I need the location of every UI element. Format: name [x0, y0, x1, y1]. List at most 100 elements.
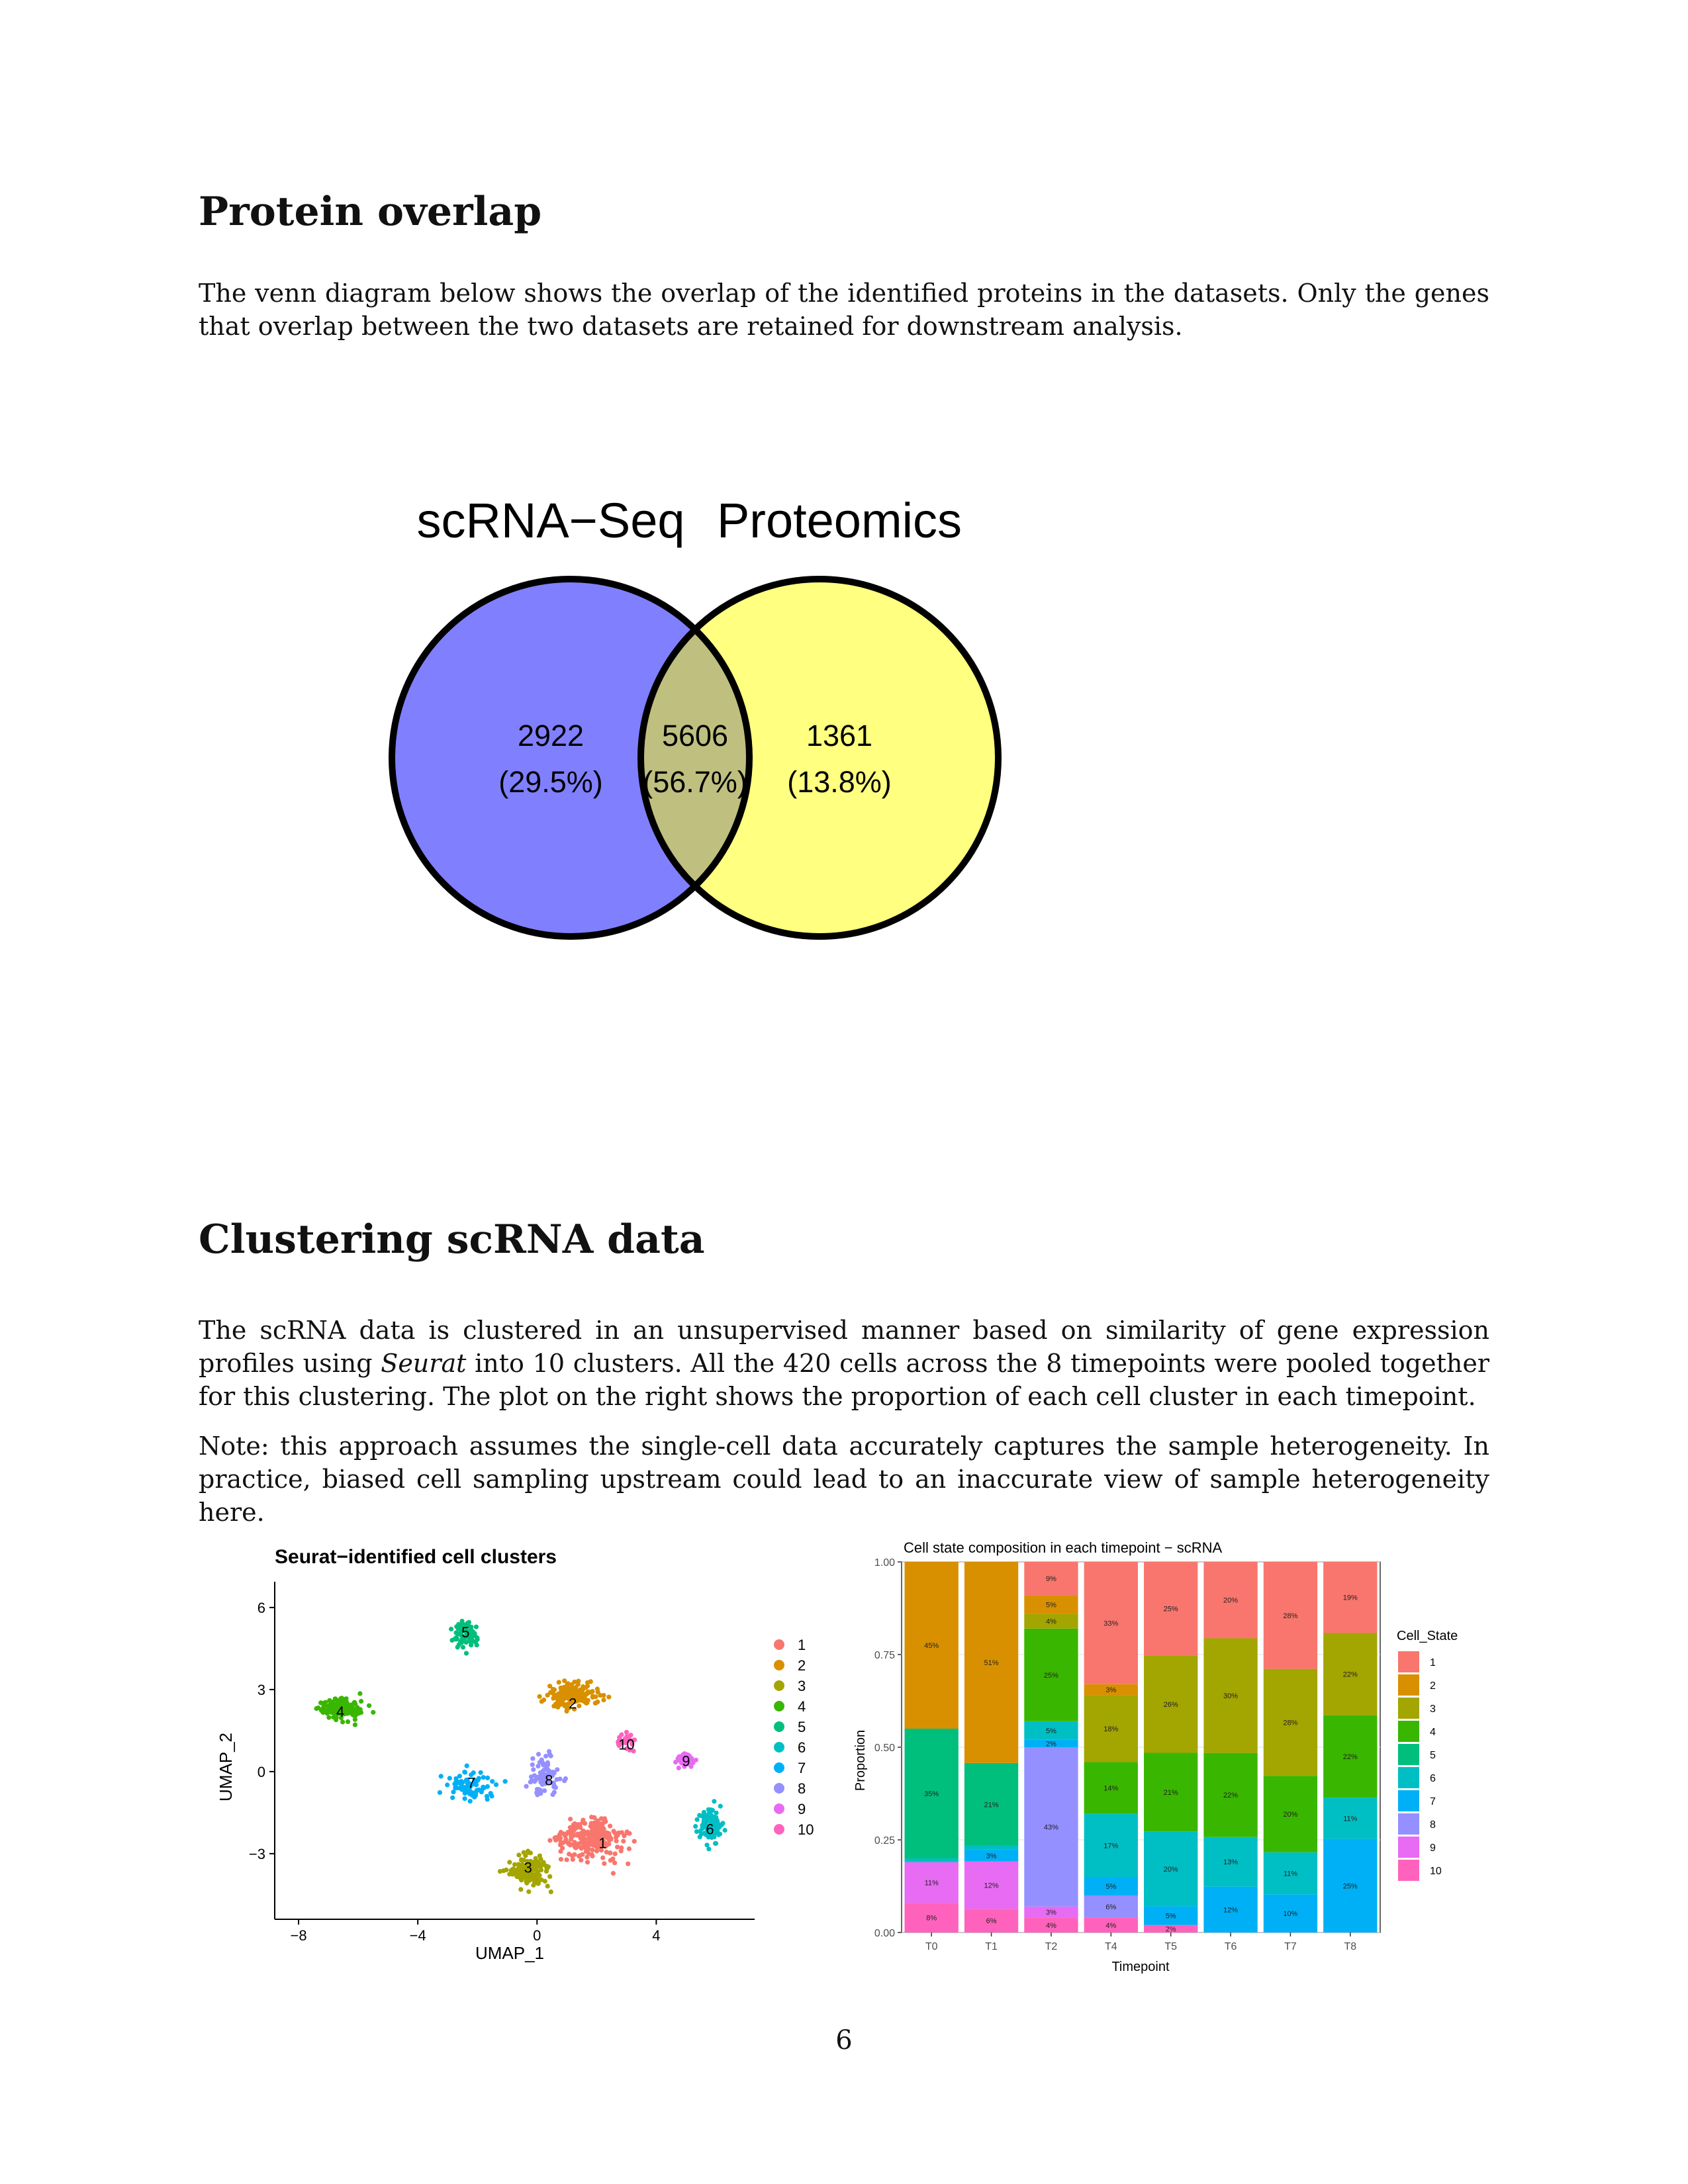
umap-point: [551, 1692, 557, 1698]
umap-point: [708, 1812, 714, 1818]
umap-point: [596, 1841, 601, 1846]
bar-data-label: 12%: [1223, 1906, 1238, 1914]
umap-point: [680, 1752, 686, 1757]
umap-point: [522, 1868, 527, 1874]
umap-chart-title: Seurat−identified cell clusters: [275, 1546, 557, 1568]
umap-point: [485, 1797, 490, 1802]
bar-x-tick-label: T5: [1164, 1941, 1177, 1952]
bar-data-label: 3%: [1046, 1909, 1056, 1917]
umap-point: [462, 1796, 467, 1801]
umap-point: [628, 1733, 633, 1738]
umap-point: [438, 1774, 444, 1779]
umap-legend-label: 10: [798, 1821, 814, 1838]
umap-point: [463, 1640, 469, 1645]
cluster-3-points: [497, 1848, 553, 1895]
bar-data-label: 2%: [1046, 1740, 1056, 1748]
umap-point: [501, 1868, 506, 1874]
bar-x-tick-label: T7: [1284, 1941, 1297, 1952]
umap-point: [682, 1759, 688, 1764]
umap-point: [463, 1770, 468, 1775]
umap-cluster-label: 7: [467, 1774, 475, 1791]
bar-data-label: 11%: [1284, 1870, 1297, 1878]
bar-legend: 1 2 3 4 5 6 7 8 9 10: [1398, 1651, 1442, 1881]
umap-point: [469, 1624, 474, 1629]
bar-data-label: 3%: [986, 1852, 997, 1860]
bar-data-label: 21%: [1164, 1789, 1178, 1797]
umap-point: [547, 1684, 553, 1689]
umap-point: [536, 1787, 541, 1792]
cluster-8-points: [524, 1749, 569, 1797]
umap-point: [621, 1839, 626, 1844]
umap-point: [590, 1689, 595, 1694]
umap-point: [460, 1645, 466, 1650]
umap-legend-swatch: [774, 1742, 784, 1752]
umap-point: [545, 1760, 550, 1765]
bar-axes: 0.00 0.25 0.50 0.75 1.00 T0 T1 T2 T4 T5 T6 T7 T8: [874, 1557, 1356, 1952]
venn-left-label: scRNA−Seq: [416, 493, 684, 548]
umap-point: [585, 1680, 590, 1685]
bar-x-tick-label: T2: [1045, 1941, 1058, 1952]
bar-data-label: 18%: [1103, 1725, 1118, 1733]
umap-point: [694, 1817, 700, 1822]
umap-point: [371, 1709, 376, 1715]
venn-overlap-count: 5606: [662, 719, 728, 752]
bar-segment: [1024, 1739, 1078, 1747]
umap-x-tick-label: 0: [533, 1927, 541, 1944]
bar-legend-swatch: [1398, 1767, 1419, 1788]
bar-segment: [1084, 1813, 1138, 1877]
umap-point: [624, 1739, 630, 1745]
umap-point: [590, 1843, 596, 1848]
umap-point: [344, 1703, 349, 1708]
bar-data-label: 9%: [1046, 1575, 1056, 1583]
umap-point: [693, 1824, 698, 1829]
umap-point: [690, 1760, 696, 1766]
umap-cluster-labels: 1 2 3 4 5 6 7 8 9 10: [336, 1624, 714, 1876]
bar-segment: [1024, 1906, 1078, 1918]
bar-segment: [1024, 1917, 1078, 1933]
umap-point: [452, 1637, 457, 1642]
umap-point: [481, 1775, 486, 1780]
bar-segment: [964, 1909, 1019, 1933]
bar-data-label: 6%: [986, 1917, 997, 1925]
umap-point: [465, 1777, 470, 1782]
umap-point: [582, 1699, 587, 1704]
bar-data-label: 20%: [1164, 1866, 1178, 1874]
bar-data-label: 28%: [1283, 1612, 1297, 1620]
umap-point: [352, 1717, 357, 1722]
bar-segment: [1203, 1562, 1258, 1639]
bar-data-label: 5%: [1046, 1601, 1056, 1609]
umap-point: [473, 1624, 479, 1629]
umap-point: [585, 1698, 590, 1703]
umap-legend-label: 7: [798, 1760, 806, 1776]
umap-point: [598, 1848, 604, 1853]
umap-point: [600, 1821, 605, 1827]
umap-x-tick-label: −4: [410, 1927, 426, 1944]
umap-point: [342, 1711, 348, 1716]
umap-point: [585, 1860, 590, 1865]
umap-point: [694, 1829, 700, 1835]
umap-point: [524, 1784, 529, 1789]
bar-legend-label: 7: [1430, 1796, 1436, 1807]
venn-right-outline: [637, 576, 1002, 940]
bar-data-label: 21%: [984, 1801, 999, 1809]
venn-left-circle: [392, 579, 749, 936]
bar-segment: [1144, 1906, 1198, 1925]
bar-data-label: 22%: [1223, 1792, 1238, 1799]
umap-point: [545, 1771, 551, 1776]
venn-left-percent: (29.5%): [498, 765, 603, 799]
section-heading-clustering: Clustering scRNA data: [199, 1216, 705, 1263]
venn-diagram: scRNA−Seq Proteomics 2922 (29.5%) 5606 (…: [389, 493, 1002, 940]
umap-point: [538, 1877, 543, 1882]
bar-legend-swatch: [1398, 1698, 1419, 1719]
clustering-text-before: The scRNA data is clustered in an unsupe…: [199, 1316, 1489, 1378]
umap-legend-swatch: [774, 1680, 784, 1691]
umap-point: [590, 1853, 595, 1859]
umap-cluster-label: 2: [569, 1696, 577, 1712]
cluster-9-points: [673, 1751, 698, 1770]
umap-point: [577, 1853, 583, 1858]
umap-point: [338, 1715, 344, 1721]
bar-segment: [1024, 1721, 1078, 1740]
umap-cluster-label: 6: [706, 1821, 714, 1838]
bar-legend-label: 9: [1430, 1843, 1436, 1854]
umap-point: [531, 1767, 536, 1772]
